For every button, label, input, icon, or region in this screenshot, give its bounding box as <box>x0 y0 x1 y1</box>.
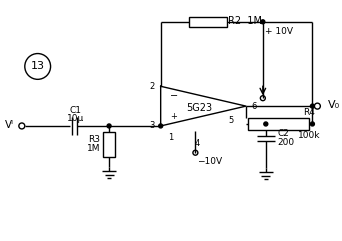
Text: 100k: 100k <box>298 131 321 140</box>
Text: V₀: V₀ <box>328 100 340 110</box>
Text: Vᴵ: Vᴵ <box>5 120 14 130</box>
Text: −10V: −10V <box>197 157 223 166</box>
Circle shape <box>261 20 265 24</box>
Text: C1: C1 <box>69 106 81 114</box>
Text: 1M: 1M <box>87 144 100 153</box>
Circle shape <box>264 122 268 126</box>
Text: 5G23: 5G23 <box>186 103 212 113</box>
Text: 3: 3 <box>149 121 155 130</box>
Text: −: − <box>170 91 177 101</box>
Text: C2: C2 <box>278 129 290 138</box>
Bar <box>103 132 115 157</box>
Text: 4: 4 <box>195 139 200 148</box>
Text: 200: 200 <box>278 138 295 147</box>
Circle shape <box>107 124 111 128</box>
Text: 1: 1 <box>168 133 173 142</box>
Circle shape <box>311 104 314 108</box>
Text: R3: R3 <box>88 135 100 144</box>
Text: 2: 2 <box>149 82 155 91</box>
Bar <box>189 17 227 27</box>
Circle shape <box>159 124 163 128</box>
Text: +: + <box>170 112 177 120</box>
Text: + 10V: + 10V <box>265 27 293 36</box>
Text: R2  1M: R2 1M <box>228 16 262 26</box>
Circle shape <box>311 122 314 126</box>
Text: 13: 13 <box>31 61 45 71</box>
Text: 6: 6 <box>251 102 256 111</box>
Text: 10μ: 10μ <box>67 114 84 122</box>
Bar <box>248 118 310 130</box>
Text: R4: R4 <box>303 107 315 117</box>
Text: 5: 5 <box>229 115 234 125</box>
